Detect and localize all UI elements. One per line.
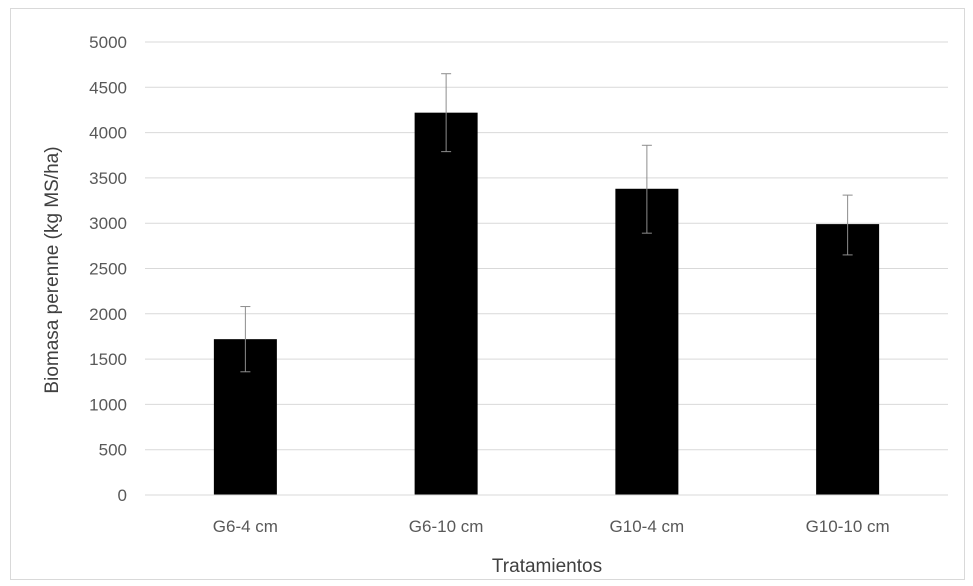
bar-4	[816, 224, 880, 495]
y-tick-label: 4500	[89, 78, 127, 97]
bars	[213, 112, 880, 495]
y-tick-label: 1500	[89, 350, 127, 369]
x-tick-label: G10-10 cm	[806, 517, 890, 536]
y-tick-label: 4000	[89, 124, 127, 143]
y-tick-label: 0	[118, 486, 127, 505]
y-tick-label: 500	[99, 441, 127, 460]
y-tick-label: 2500	[89, 260, 127, 279]
x-axis-title: Tratamientos	[492, 556, 602, 577]
grid-lines	[145, 41, 948, 451]
error-bars	[240, 73, 853, 373]
x-axis-ticks: G6-4 cm G6-10 cm G10-4 cm G10-10 cm	[213, 517, 890, 536]
chart-frame	[10, 8, 965, 580]
y-axis-title: Biomasa perenne (kg MS/ha)	[42, 146, 63, 393]
y-tick-label: 1000	[89, 395, 127, 414]
x-tick-label: G10-4 cm	[610, 517, 685, 536]
x-tick-label: G6-10 cm	[409, 517, 484, 536]
y-tick-label: 5000	[89, 33, 127, 52]
y-tick-label: 2000	[89, 305, 127, 324]
bar-3	[615, 188, 679, 495]
y-axis-ticks: 0 500 1000 1500 2000 2500 3000 3500 4000 4500 5000	[89, 33, 127, 505]
y-tick-label: 3500	[89, 169, 127, 188]
x-tick-label: G6-4 cm	[213, 517, 278, 536]
y-tick-label: 3000	[89, 214, 127, 233]
bar-2	[414, 112, 478, 495]
